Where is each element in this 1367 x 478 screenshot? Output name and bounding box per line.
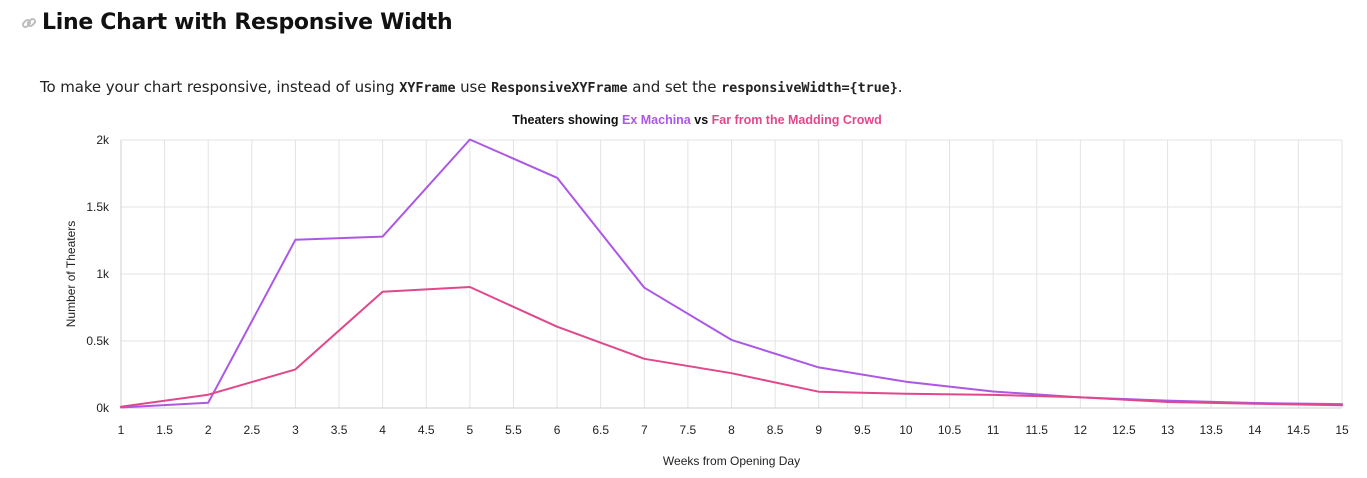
x-tick-label: 11 — [987, 423, 1000, 437]
x-tick-label: 3.5 — [331, 423, 348, 437]
x-tick-label: 10.5 — [938, 423, 962, 437]
chart-title-part: vs — [691, 113, 712, 127]
x-tick-label: 13.5 — [1199, 423, 1223, 437]
link-icon[interactable] — [20, 14, 38, 32]
x-tick-label: 10 — [899, 423, 913, 437]
chart-title-part: Theaters showing — [512, 113, 622, 127]
x-tick-label: 11.5 — [1026, 423, 1049, 437]
chart-title: Theaters showing Ex Machina vs Far from … — [512, 113, 882, 127]
x-tick-label: 14.5 — [1287, 423, 1311, 437]
chart-title-part: Ex Machina — [622, 113, 692, 127]
x-axis-title: Weeks from Opening Day — [663, 454, 800, 468]
x-tick-label: 1.5 — [156, 423, 173, 437]
inline-code: XYFrame — [399, 80, 456, 96]
intro-text: use — [455, 78, 492, 96]
x-tick-label: 3 — [292, 423, 299, 437]
y-tick-label: 0.5k — [86, 334, 110, 348]
intro-text: To make your chart responsive, instead o… — [40, 78, 400, 96]
intro-paragraph: To make your chart responsive, instead o… — [40, 78, 902, 96]
x-tick-label: 9.5 — [854, 423, 871, 437]
chart-title-part: Far from the Madding Crowd — [712, 113, 882, 127]
x-tick-label: 7 — [641, 423, 648, 437]
intro-text: and set the — [627, 78, 722, 96]
x-tick-label: 8 — [728, 423, 735, 437]
section-heading: Line Chart with Responsive Width — [20, 10, 453, 35]
x-tick-label: 2 — [205, 423, 212, 437]
y-tick-label: 1.5k — [86, 200, 110, 214]
x-tick-label: 12.5 — [1112, 423, 1136, 437]
x-tick-label: 7.5 — [680, 423, 697, 437]
x-tick-label: 15 — [1335, 423, 1349, 437]
x-tick-label: 13 — [1161, 423, 1175, 437]
y-axis-title: Number of Theaters — [64, 221, 78, 328]
x-tick-label: 4 — [379, 423, 386, 437]
x-tick-label: 6.5 — [592, 423, 609, 437]
x-tick-label: 8.5 — [767, 423, 784, 437]
x-tick-label: 5 — [467, 423, 474, 437]
y-tick-label: 1k — [96, 267, 110, 281]
x-tick-label: 12 — [1074, 423, 1088, 437]
x-tick-label: 6 — [554, 423, 561, 437]
x-tick-label: 14 — [1248, 423, 1262, 437]
inline-code: responsiveWidth={true} — [721, 80, 898, 96]
y-tick-label: 2k — [96, 133, 110, 147]
x-tick-label: 4.5 — [418, 423, 435, 437]
x-tick-label: 1 — [118, 423, 125, 437]
y-tick-label: 0k — [96, 401, 110, 415]
inline-code: ResponsiveXYFrame — [491, 80, 628, 96]
x-tick-label: 9 — [815, 423, 822, 437]
section-title: Line Chart with Responsive Width — [42, 10, 453, 35]
x-tick-label: 2.5 — [243, 423, 260, 437]
intro-text: . — [897, 78, 903, 96]
x-tick-label: 5.5 — [505, 423, 522, 437]
series-line-far-from-the-madding-crowd — [120, 286, 1343, 408]
